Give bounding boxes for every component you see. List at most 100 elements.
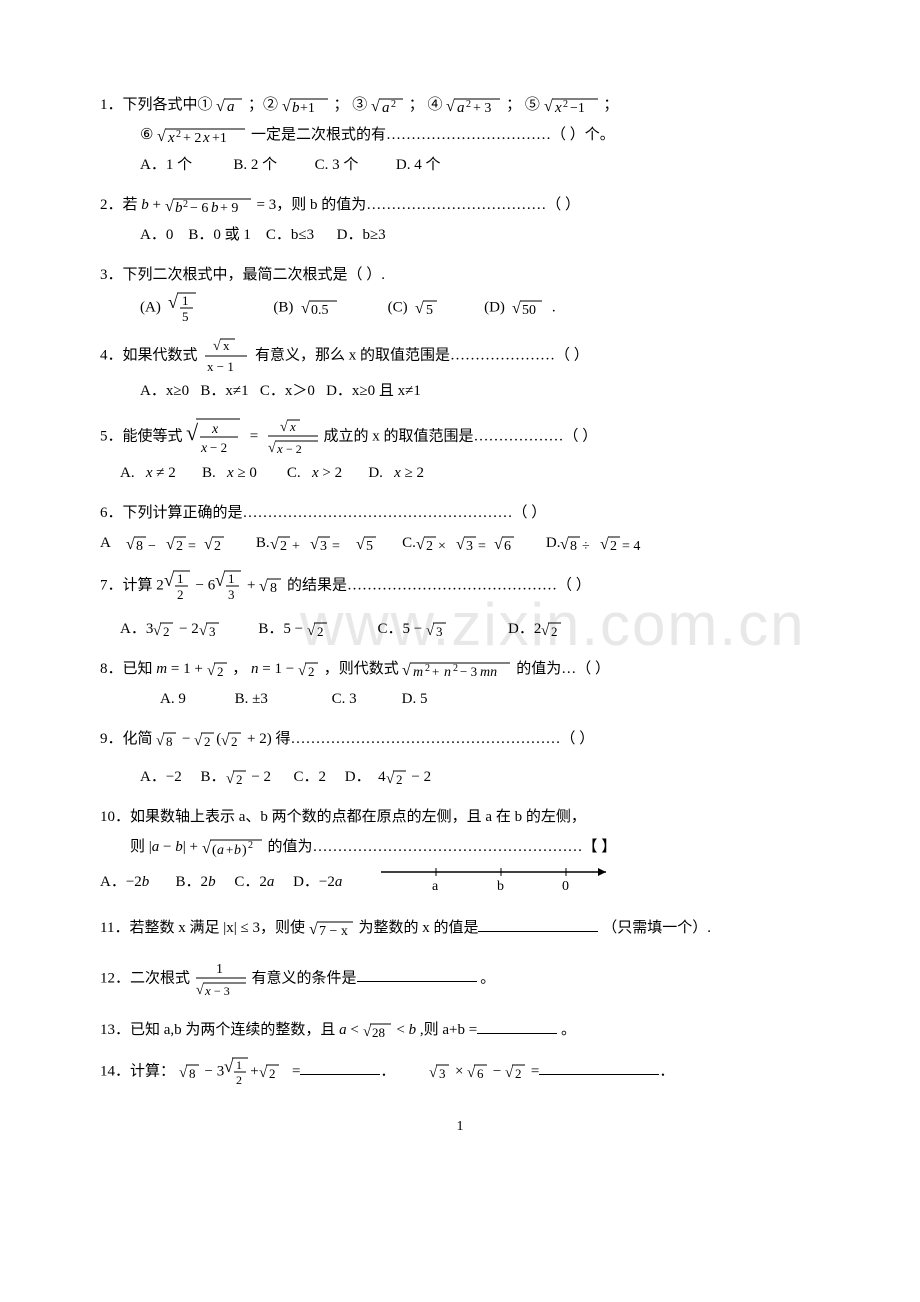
q1-opt-d: D. 4 个	[396, 157, 441, 173]
svg-text:√: √	[429, 1065, 438, 1081]
svg-text:b: b	[211, 200, 219, 216]
sqrt-frac-icon: √xx− 2	[186, 416, 242, 458]
svg-text:√: √	[280, 420, 288, 435]
question-7: 7．计算 2√12 − 6√13 + √8 的结果是………………………………………	[100, 568, 820, 644]
question-5: 5．能使等式 √xx− 2 = √x√x− 2 成立的 x 的取值范围是……………	[100, 416, 820, 488]
svg-text:√: √	[386, 771, 395, 787]
svg-text:=: =	[188, 539, 196, 554]
svg-text:√: √	[301, 300, 310, 317]
svg-text:√: √	[179, 1065, 188, 1081]
svg-text:x: x	[289, 419, 296, 434]
svg-text:√: √	[310, 536, 319, 553]
question-12: 12．二次根式 1√x− 3 有意义的条件是 。	[100, 958, 820, 1000]
q6-num: 6	[100, 505, 108, 521]
q4-opt-b: B．x≠1	[200, 383, 248, 399]
q9-stem-0: ．化简	[108, 731, 157, 747]
svg-text:2: 2	[204, 734, 211, 749]
svg-text:3: 3	[466, 539, 473, 554]
svg-text:50: 50	[522, 303, 536, 318]
svg-text:2: 2	[176, 129, 181, 140]
svg-text:x: x	[554, 100, 562, 116]
svg-text:√: √	[402, 662, 411, 679]
svg-text:√: √	[544, 98, 553, 115]
svg-text:√: √	[309, 921, 318, 938]
svg-text:2: 2	[236, 1073, 242, 1087]
q8-stem-6: 的值为…（ ）	[516, 661, 610, 677]
svg-text:2: 2	[515, 1066, 522, 1081]
q1-line2-0: ⑥	[140, 127, 153, 143]
question-2: 2．若 b + √b2− 6b+ 9 = 3，则 b 的值为……………………………	[100, 190, 820, 250]
q12-stem-0: ．二次根式	[115, 970, 194, 986]
sqrt-m2n2-icon: √m2+ n2− 3mn	[402, 659, 512, 681]
svg-text:− 2: − 2	[210, 440, 227, 455]
svg-text:+1: +1	[212, 131, 227, 146]
svg-text:√: √	[494, 536, 503, 553]
svg-text:8: 8	[570, 539, 577, 554]
q1-opt-b: B. 2 个	[233, 157, 277, 173]
question-6: 6．下列计算正确的是………………………………………………（ ） A √8 − √…	[100, 498, 820, 558]
svg-text:√: √	[156, 733, 165, 749]
svg-text:7 − x: 7 − x	[319, 924, 348, 939]
q8-stem-4: ，则代数式	[324, 661, 403, 677]
svg-text:= 4: = 4	[622, 539, 640, 554]
q8-stem-0: ．已知	[108, 661, 157, 677]
q4-stem-2: 有意义，那么 x 的取值范围是…………………（ ）	[255, 347, 589, 363]
svg-text:√: √	[213, 339, 221, 354]
svg-text:x: x	[276, 441, 283, 456]
q8-num: 8	[100, 661, 108, 677]
svg-text:3: 3	[320, 539, 327, 554]
q1-opt-a: A．1 个	[140, 157, 192, 173]
q5-stem-0: ．能使等式	[108, 428, 187, 444]
sqrt-1over5-icon: √15	[168, 290, 198, 326]
q8-opt-a: A. 9	[160, 691, 186, 707]
svg-text:√: √	[199, 623, 208, 639]
q13-stem-0: ．已知 a,b 为两个连续的整数，且	[115, 1022, 339, 1038]
svg-text:√: √	[196, 983, 204, 998]
svg-text:√: √	[356, 536, 365, 553]
svg-text:5: 5	[426, 303, 433, 318]
svg-text:√: √	[215, 570, 225, 590]
svg-text:1: 1	[236, 1058, 242, 1072]
q1-line2-2: 一定是二次根式的有……………………………（ ）个。	[251, 127, 615, 143]
q2-opt-b: B．0 或 1	[188, 227, 251, 243]
svg-text:2: 2	[214, 539, 221, 554]
q14-blank2	[539, 1074, 659, 1075]
svg-text:√: √	[363, 1024, 372, 1040]
q4-num: 4	[100, 347, 108, 363]
q8-opt-b: B. ±3	[235, 691, 268, 707]
svg-text:2: 2	[231, 734, 238, 749]
svg-text:a: a	[227, 99, 235, 115]
sqrt-x2plus2xplus1-icon: √x2+ 2x+1	[157, 125, 247, 147]
svg-text:2: 2	[453, 663, 458, 674]
svg-text:√: √	[268, 441, 276, 456]
q10-num: 10	[100, 809, 115, 825]
sqrt-7minusx-icon: √7 − x	[309, 918, 355, 940]
svg-text:√: √	[298, 663, 307, 679]
svg-text:2: 2	[248, 840, 253, 851]
svg-text:2: 2	[183, 199, 188, 210]
svg-text:b: b	[292, 100, 300, 116]
sqrt-aplusb2-icon: √(a+b)2	[202, 836, 264, 860]
svg-text:+: +	[292, 539, 300, 554]
q3-num: 3	[100, 267, 108, 283]
q1-opt-c: C. 3 个	[315, 157, 359, 173]
svg-text:0.5: 0.5	[311, 303, 329, 318]
svg-text:1: 1	[182, 293, 189, 308]
svg-text:2: 2	[563, 99, 568, 110]
svg-text:√: √	[467, 1065, 476, 1081]
page-number: 1	[100, 1119, 820, 1135]
svg-text:√: √	[259, 578, 268, 595]
svg-text:√: √	[259, 1065, 268, 1081]
q4-stem-0: ．如果代数式	[108, 347, 202, 363]
svg-text:√: √	[600, 536, 609, 553]
sqrt-bplus1-icon: √b+1	[282, 95, 330, 117]
svg-text:2: 2	[426, 539, 433, 554]
q8-opt-c: C. 3	[332, 691, 357, 707]
frac-1-over-sqrtxminus3-icon: 1√x− 3	[194, 958, 248, 1000]
sqrt-50-icon: √50	[512, 297, 544, 319]
q1-stem-4: ； ③	[334, 97, 368, 113]
question-10: 10．如果数轴上表示 a、b 两个数的点都在原点的左侧，且 a 在 b 的左侧，…	[100, 802, 820, 903]
sqrt-8-icon: √8	[259, 575, 283, 597]
svg-text:m: m	[413, 665, 423, 680]
svg-text:√: √	[221, 733, 230, 749]
